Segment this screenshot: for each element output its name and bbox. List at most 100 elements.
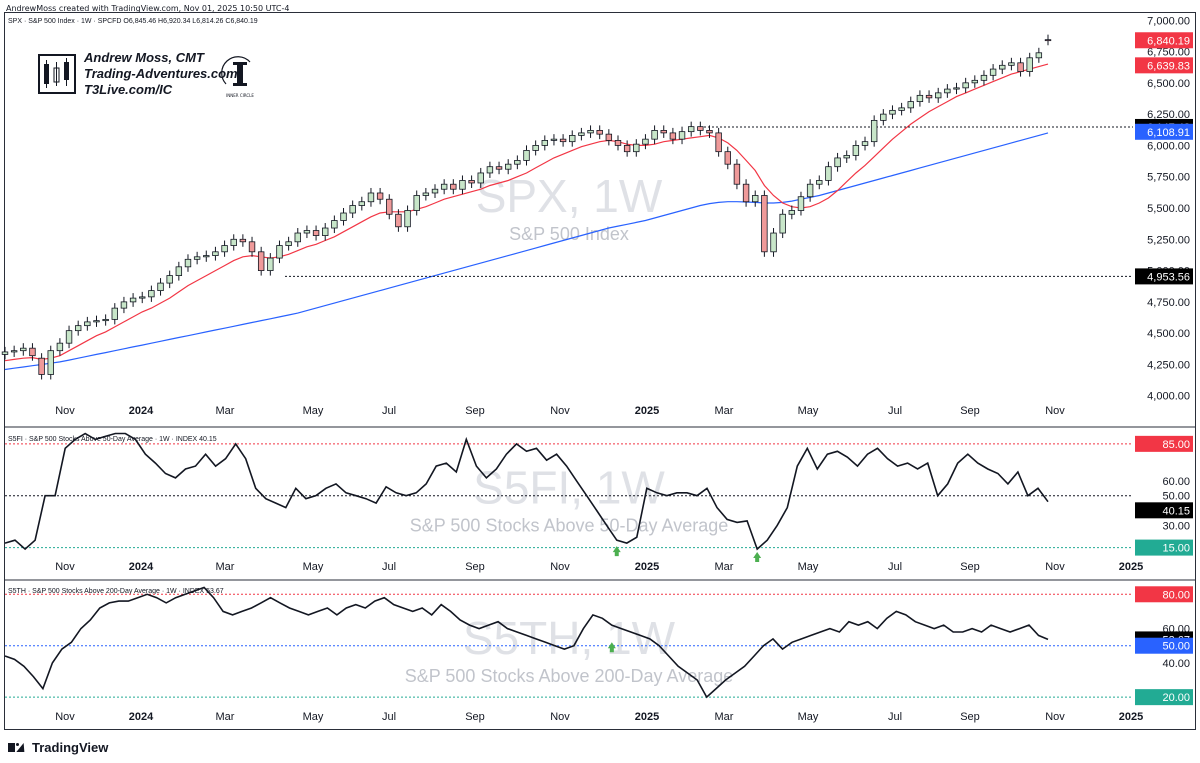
candle-body [422, 192, 430, 196]
candle-body [349, 205, 356, 214]
x-tick-label: Mar [216, 711, 235, 723]
price-level-label-bg [1135, 268, 1193, 285]
candle-body [569, 135, 576, 143]
candle-body [285, 241, 292, 246]
price-level-label: 4,953.56 [1147, 271, 1190, 283]
y-tick-label: 30.00 [1162, 520, 1190, 532]
candle-body [459, 180, 466, 190]
y-tick-label: 4,500.00 [1147, 328, 1190, 340]
candle-body [157, 282, 164, 292]
candle-body [559, 138, 567, 143]
candle-body [413, 195, 420, 211]
inner-circle-text: INNER CIRCLE [226, 93, 254, 98]
candle-body [678, 131, 686, 140]
candle-body [916, 94, 924, 103]
candle-body [770, 232, 777, 253]
x-tick-label: Mar [216, 561, 235, 573]
candle-body [953, 87, 960, 90]
candle-body [596, 129, 603, 135]
candle-body [248, 241, 256, 253]
candle-body [614, 140, 622, 146]
candle-body [358, 201, 366, 206]
candle-body [65, 330, 73, 344]
pane-legend: S5FI · S&P 500 Stocks Above 50-Day Avera… [8, 436, 217, 443]
candle-body [523, 150, 530, 161]
x-tick-label: 2025 [1119, 561, 1143, 573]
x-tick-label: Sep [960, 405, 980, 417]
indicator-level-label-bg [1135, 586, 1193, 603]
candle-body [816, 180, 823, 185]
x-tick-label: Jul [888, 405, 902, 417]
watermark-subtitle: S&P 500 Stocks Above 200-Day Average [405, 666, 734, 686]
x-tick-label: Sep [465, 711, 485, 723]
candle-body [834, 157, 841, 168]
x-tick-label: Jul [382, 561, 396, 573]
brand-name: Andrew Moss, CMT Trading-Adventures.com … [84, 50, 238, 98]
candle-body [303, 230, 311, 234]
candle-body [999, 64, 1006, 70]
candle-body [166, 275, 173, 284]
candle-body [221, 245, 228, 253]
candle-body [1, 351, 9, 355]
candle-body [889, 109, 896, 115]
x-tick-label: 2025 [635, 561, 659, 573]
candle-body [139, 296, 146, 299]
chart-frame [4, 12, 1196, 730]
inner-circle-logo-icon: INNER CIRCLE [220, 54, 260, 100]
x-tick-label: Nov [55, 711, 75, 723]
candle-body [861, 141, 869, 146]
y-tick-label: 6,250.00 [1147, 109, 1190, 121]
candle-body [806, 183, 814, 198]
candle-body [120, 301, 128, 309]
indicator-level-label: 85.00 [1162, 439, 1190, 451]
x-tick-label: Jul [382, 405, 396, 417]
x-tick-label: Nov [1045, 561, 1065, 573]
candle-body [239, 238, 247, 243]
candle-body [1044, 39, 1052, 42]
price-level-label-bg [1135, 57, 1193, 74]
candle-body [404, 210, 411, 228]
indicator-level-label: 40.15 [1162, 505, 1190, 517]
candle-body [633, 143, 640, 153]
candle-body [312, 230, 320, 236]
candle-body [797, 196, 805, 211]
indicator-level-label-bg [1135, 435, 1193, 452]
candle-body [623, 145, 631, 153]
x-tick-label: 2024 [129, 561, 154, 573]
candle-body [825, 166, 832, 181]
candle-body [761, 195, 768, 253]
candle-body [47, 350, 54, 375]
x-tick-label: May [798, 561, 819, 573]
candle-body [129, 297, 137, 303]
ma-fast-line [4, 63, 1049, 362]
x-tick-label: Nov [55, 405, 75, 417]
candle-body [733, 163, 741, 185]
tradingview-footer[interactable]: TradingView [8, 737, 108, 757]
ma-slow-line [4, 132, 1049, 371]
price-level-label-bg [1135, 123, 1193, 140]
candle-body [331, 220, 338, 229]
x-tick-label: Jul [888, 561, 902, 573]
candle-body [935, 92, 942, 99]
candle-body [376, 192, 384, 200]
x-tick-label: May [798, 405, 819, 417]
candle-body [193, 256, 201, 260]
y-tick-label: 60.00 [1162, 476, 1190, 488]
indicator-level-label-bg [1135, 502, 1193, 519]
candle-body [697, 126, 704, 131]
indicator-level-label-bg [1135, 487, 1193, 504]
candle-body [1017, 62, 1024, 72]
candle-body [843, 155, 850, 159]
candle-body [587, 129, 594, 134]
candle-body [29, 347, 36, 357]
candle-body [514, 160, 521, 165]
x-tick-label: Sep [960, 711, 980, 723]
candle-body [294, 232, 301, 243]
candle-body [56, 342, 64, 352]
x-tick-label: May [303, 711, 324, 723]
candle-body [322, 227, 329, 236]
price-level-label: 6,840.19 [1147, 35, 1190, 47]
candle-body [74, 325, 82, 332]
y-tick-label: 6,500.00 [1147, 78, 1190, 90]
